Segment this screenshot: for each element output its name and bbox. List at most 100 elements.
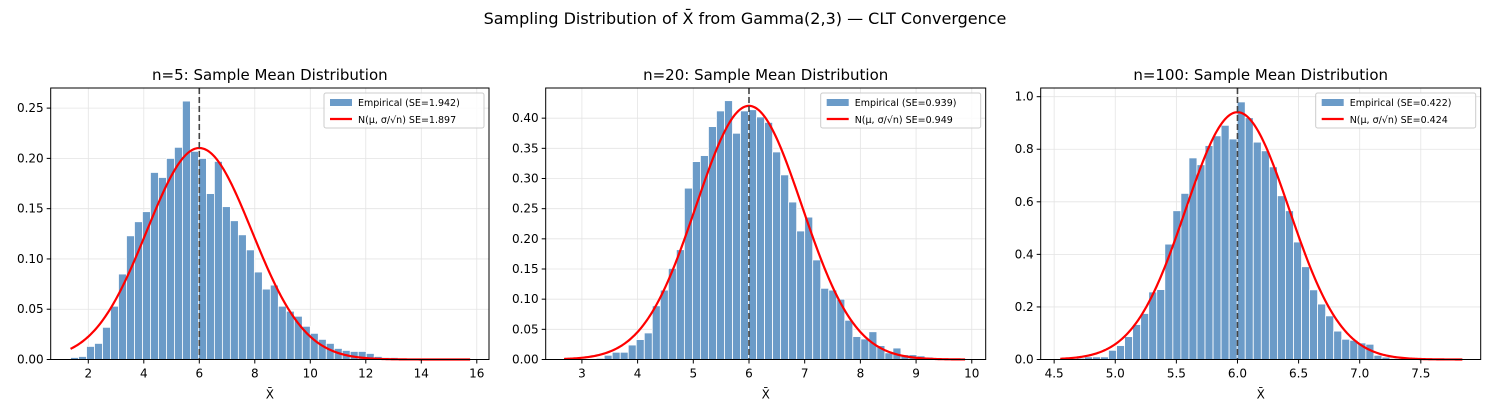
histogram-bar bbox=[829, 290, 837, 359]
histogram-bar bbox=[684, 188, 692, 359]
x-tick-label: 6 bbox=[745, 367, 753, 381]
figure-suptitle: Sampling Distribution of X̄ from Gamma(2… bbox=[484, 9, 1007, 28]
x-tick-label: 9 bbox=[912, 367, 920, 381]
legend: Empirical (SE=1.942) N(μ, σ/√n) SE=1.897 bbox=[324, 93, 484, 128]
histogram-bar bbox=[741, 111, 749, 360]
legend-label-normal: N(μ, σ/√n) SE=1.897 bbox=[358, 115, 456, 126]
x-tick-label: 5.0 bbox=[1106, 367, 1125, 381]
y-tick-label: 1.0 bbox=[1015, 90, 1034, 104]
histogram-bar bbox=[1318, 304, 1326, 359]
histogram-bar bbox=[676, 250, 684, 360]
y-tick-label: 0.30 bbox=[512, 172, 539, 186]
histogram-bar bbox=[1237, 102, 1245, 360]
histogram-bar bbox=[797, 231, 805, 360]
y-tick-label: 0.25 bbox=[512, 202, 539, 216]
panel-title: n=100: Sample Mean Distribution bbox=[1133, 66, 1388, 84]
histogram-bar bbox=[262, 289, 270, 359]
histogram-bar bbox=[644, 333, 652, 360]
legend-label-empirical: Empirical (SE=0.422) bbox=[1350, 98, 1452, 109]
x-tick-label: 3 bbox=[578, 367, 586, 381]
y-tick-label: 0.15 bbox=[512, 262, 539, 276]
histogram-bar bbox=[1125, 337, 1133, 360]
histogram-bar bbox=[1213, 136, 1221, 360]
x-tick-label: 4.5 bbox=[1045, 367, 1064, 381]
histogram-bar bbox=[166, 158, 174, 359]
histogram-bar bbox=[1342, 339, 1350, 359]
histogram-bar bbox=[158, 177, 166, 359]
histogram-bar bbox=[95, 343, 103, 359]
y-tick-label: 0.2 bbox=[1015, 300, 1034, 314]
histogram-bar bbox=[1310, 290, 1318, 360]
histogram-bar bbox=[773, 152, 781, 360]
histogram-bar bbox=[103, 327, 111, 359]
histogram-bar bbox=[660, 290, 668, 359]
histogram-bar bbox=[1334, 331, 1342, 359]
histogram-bar bbox=[1285, 211, 1293, 360]
legend: Empirical (SE=0.422) N(μ, σ/√n) SE=0.424 bbox=[1316, 93, 1476, 128]
y-tick-label: 0.25 bbox=[17, 101, 44, 115]
histogram-bar bbox=[230, 221, 238, 360]
y-tick-label: 0.05 bbox=[512, 322, 539, 336]
y-tick-label: 0.00 bbox=[17, 353, 44, 367]
y-tick-label: 0.8 bbox=[1015, 142, 1034, 156]
histogram-bar bbox=[700, 156, 708, 360]
histogram-bar bbox=[1253, 142, 1261, 359]
histogram-bar bbox=[150, 172, 158, 359]
x-tick-label: 5 bbox=[689, 367, 697, 381]
histogram-bar bbox=[214, 161, 222, 359]
histogram-bar bbox=[620, 352, 628, 359]
histogram-bar bbox=[246, 250, 254, 360]
histogram-bar bbox=[1157, 290, 1165, 360]
histogram-bar bbox=[1374, 355, 1382, 359]
x-tick-label: 8 bbox=[251, 367, 259, 381]
x-tick-label: 7.5 bbox=[1411, 367, 1430, 381]
histogram-bar bbox=[853, 337, 861, 360]
histogram-bar bbox=[781, 175, 789, 360]
x-axis-label: X̄ bbox=[762, 387, 770, 401]
histogram-bar bbox=[270, 285, 278, 359]
histogram-bar bbox=[1302, 267, 1310, 360]
y-tick-label: 0.35 bbox=[512, 141, 539, 155]
histogram-bar bbox=[1197, 165, 1205, 360]
histogram-bar bbox=[254, 272, 262, 359]
histogram-bar bbox=[1261, 151, 1269, 360]
x-tick-label: 6 bbox=[195, 367, 203, 381]
histogram-bar bbox=[612, 352, 620, 359]
histogram-bar bbox=[1205, 146, 1213, 360]
histogram-bar bbox=[1109, 350, 1117, 359]
histogram-bar bbox=[87, 346, 95, 359]
x-tick-label: 16 bbox=[469, 367, 484, 381]
histogram-bar bbox=[813, 260, 821, 360]
histogram-bar bbox=[206, 194, 214, 360]
histogram-bar bbox=[604, 355, 612, 359]
x-tick-label: 2 bbox=[84, 367, 92, 381]
histogram-bar bbox=[636, 340, 644, 360]
histogram-bar bbox=[1245, 118, 1253, 360]
legend-label-normal: N(μ, σ/√n) SE=0.424 bbox=[1350, 115, 1448, 126]
histogram-bar bbox=[1293, 242, 1301, 359]
legend-label-empirical: Empirical (SE=0.939) bbox=[855, 98, 957, 109]
histogram-bar bbox=[821, 288, 829, 359]
histogram-bar bbox=[692, 162, 700, 360]
legend-label-normal: N(μ, σ/√n) SE=0.949 bbox=[855, 115, 953, 126]
histogram-bar bbox=[222, 207, 230, 360]
y-tick-label: 0.10 bbox=[17, 252, 44, 266]
histogram-bar bbox=[110, 306, 118, 359]
histogram-bar bbox=[861, 339, 869, 360]
histogram-bar bbox=[765, 122, 773, 359]
x-tick-label: 8 bbox=[857, 367, 865, 381]
y-tick-label: 0.6 bbox=[1015, 195, 1034, 209]
legend-swatch-histogram bbox=[330, 99, 352, 106]
legend: Empirical (SE=0.939) N(μ, σ/√n) SE=0.949 bbox=[821, 93, 981, 128]
legend-label-empirical: Empirical (SE=1.942) bbox=[358, 98, 460, 109]
y-tick-label: 0.0 bbox=[1015, 353, 1034, 367]
x-tick-label: 6.5 bbox=[1289, 367, 1308, 381]
histogram-bar bbox=[238, 235, 246, 360]
x-tick-label: 12 bbox=[358, 367, 373, 381]
y-tick-label: 0.4 bbox=[1015, 247, 1034, 261]
legend-swatch-histogram bbox=[1322, 99, 1344, 106]
